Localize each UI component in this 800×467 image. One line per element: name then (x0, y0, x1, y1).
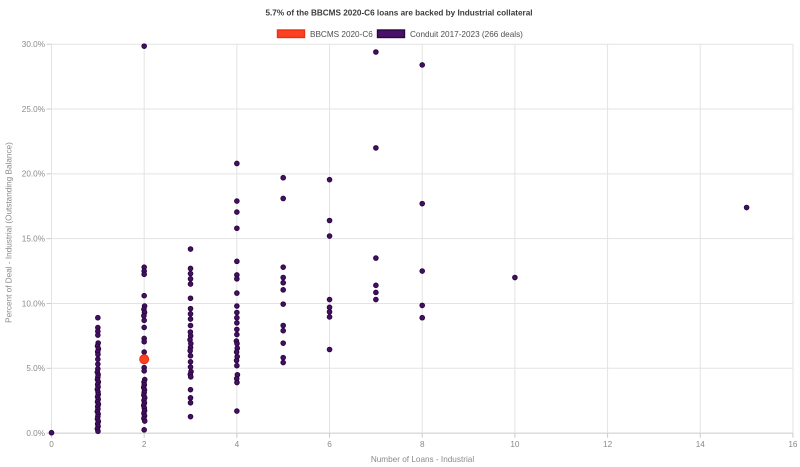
svg-text:0: 0 (49, 440, 54, 449)
svg-text:14: 14 (696, 440, 706, 449)
svg-text:15.0%: 15.0% (22, 235, 45, 244)
svg-text:5.7% of the BBCMS 2020-C6 loan: 5.7% of the BBCMS 2020-C6 loans are back… (265, 9, 532, 18)
svg-text:10: 10 (510, 440, 520, 449)
svg-text:16: 16 (788, 440, 798, 449)
svg-text:25.0%: 25.0% (22, 105, 45, 114)
svg-text:BBCMS 2020-C6: BBCMS 2020-C6 (310, 30, 373, 39)
svg-text:30.0%: 30.0% (22, 40, 45, 49)
svg-text:4: 4 (235, 440, 240, 449)
svg-text:Number of Loans - Industrial: Number of Loans - Industrial (371, 455, 474, 464)
svg-text:12: 12 (603, 440, 613, 449)
svg-text:Percent of Deal - Industrial (: Percent of Deal - Industrial (Outstandin… (5, 142, 14, 323)
svg-text:6: 6 (327, 440, 332, 449)
svg-text:5.0%: 5.0% (26, 364, 45, 373)
svg-text:20.0%: 20.0% (22, 170, 45, 179)
svg-text:8: 8 (420, 440, 425, 449)
svg-text:0.0%: 0.0% (26, 429, 45, 438)
svg-text:2: 2 (142, 440, 147, 449)
svg-text:10.0%: 10.0% (22, 299, 45, 308)
svg-text:Conduit 2017-2023 (266 deals): Conduit 2017-2023 (266 deals) (410, 30, 523, 39)
